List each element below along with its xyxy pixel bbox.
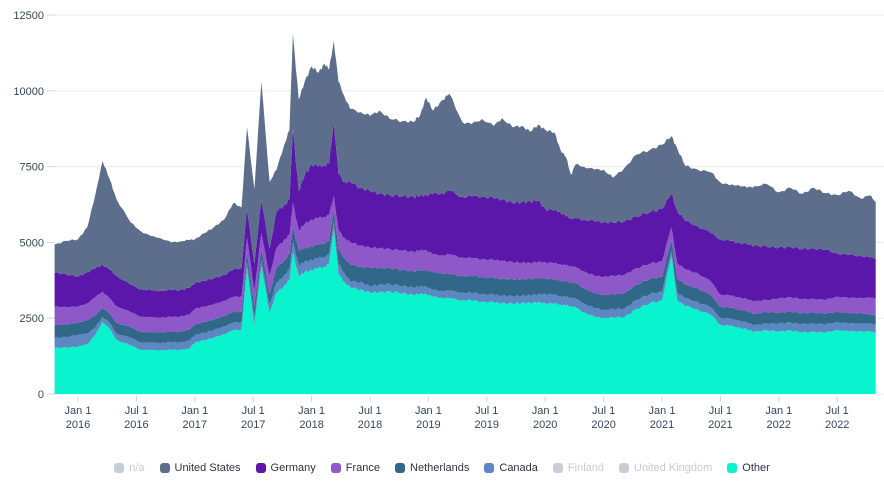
legend-swatch-united-kingdom: [619, 463, 629, 473]
x-tick-label: Jan 1: [181, 405, 208, 417]
legend-swatch-germany: [255, 463, 266, 473]
legend-item-france[interactable]: France: [330, 461, 381, 474]
y-tick-label: 0: [38, 389, 44, 401]
legend-item-other[interactable]: Other: [727, 461, 770, 474]
x-tick-label: Jul 1: [358, 405, 381, 417]
legend-swatch-finland: [552, 463, 563, 473]
legend-item-netherlands[interactable]: Netherlands: [395, 461, 470, 474]
legend-swatch-n-a: [114, 463, 125, 473]
legend-label-n-a: n/a: [129, 461, 145, 474]
x-tick-year-label: 2016: [66, 419, 90, 431]
legend-label-finland: Finland: [567, 461, 604, 474]
legend-label-other: Other: [742, 461, 770, 474]
area-other: [54, 228, 876, 394]
y-tick-label: 2500: [20, 313, 44, 325]
legend-swatch-other: [727, 463, 738, 473]
legend-item-germany[interactable]: Germany: [255, 461, 316, 474]
area-united-states: [54, 33, 876, 292]
x-tick-year-label: 2020: [533, 419, 557, 431]
legend-label-united-states: United States: [174, 461, 241, 474]
y-tick-label: 5000: [20, 237, 44, 249]
y-tick-label: 12500: [13, 10, 44, 22]
x-tick-year-label: 2019: [416, 419, 440, 431]
x-tick-year-label: 2020: [591, 419, 615, 431]
x-tick-label: Jan 1: [65, 405, 92, 417]
legend-item-canada[interactable]: Canada: [484, 461, 538, 474]
legend-swatch-france: [330, 463, 341, 473]
x-tick-label: Jan 1: [298, 405, 325, 417]
legend-swatch-netherlands: [395, 463, 406, 473]
x-tick-year-label: 2019: [475, 419, 499, 431]
legend-label-united-kingdom: United Kingdom: [634, 461, 713, 474]
x-tick-year-label: 2017: [183, 419, 207, 431]
x-tick-label: Jul 1: [592, 405, 615, 417]
x-tick-year-label: 2018: [358, 419, 382, 431]
x-tick-year-label: 2021: [650, 419, 674, 431]
x-tick-label: Jan 1: [532, 405, 559, 417]
x-tick-label: Jan 1: [415, 405, 442, 417]
x-tick-year-label: 2022: [767, 419, 791, 431]
x-tick-year-label: 2018: [299, 419, 323, 431]
legend-item-united-kingdom[interactable]: United Kingdom: [619, 461, 713, 474]
legend-label-france: France: [345, 461, 381, 474]
legend-item-united-states[interactable]: United States: [159, 461, 241, 474]
legend-label-canada: Canada: [499, 461, 538, 474]
legend-item-finland[interactable]: Finland: [552, 461, 604, 474]
y-tick-label: 10000: [13, 86, 44, 98]
legend-swatch-united-states: [159, 463, 170, 473]
chart-legend: n/a United States Germany France Netherlands…: [0, 456, 884, 480]
x-tick-label: Jan 1: [765, 405, 792, 417]
legend-label-netherlands: Netherlands: [410, 461, 470, 474]
x-tick-label: Jul 1: [826, 405, 849, 417]
area-germany: [54, 121, 876, 318]
x-tick-label: Jul 1: [475, 405, 498, 417]
x-tick-label: Jan 1: [649, 405, 676, 417]
stacked-area-chart: 0 2500 5000 7500 10000 12500 Jan 1 2016 Jul 1 201…: [13, 10, 884, 431]
x-tick-year-label: 2022: [825, 419, 849, 431]
legend-item-n-a[interactable]: n/a: [114, 461, 145, 474]
area-france: [54, 195, 876, 333]
x-tick-year-label: 2021: [708, 419, 732, 431]
x-tick-label: Jul 1: [709, 405, 732, 417]
x-tick-label: Jul 1: [242, 405, 265, 417]
x-tick-year-label: 2017: [241, 419, 265, 431]
legend-swatch-canada: [484, 463, 495, 473]
y-tick-label: 7500: [20, 162, 44, 174]
legend-label-germany: Germany: [270, 461, 316, 474]
x-tick-year-label: 2016: [124, 419, 148, 431]
x-tick-label: Jul 1: [125, 405, 148, 417]
